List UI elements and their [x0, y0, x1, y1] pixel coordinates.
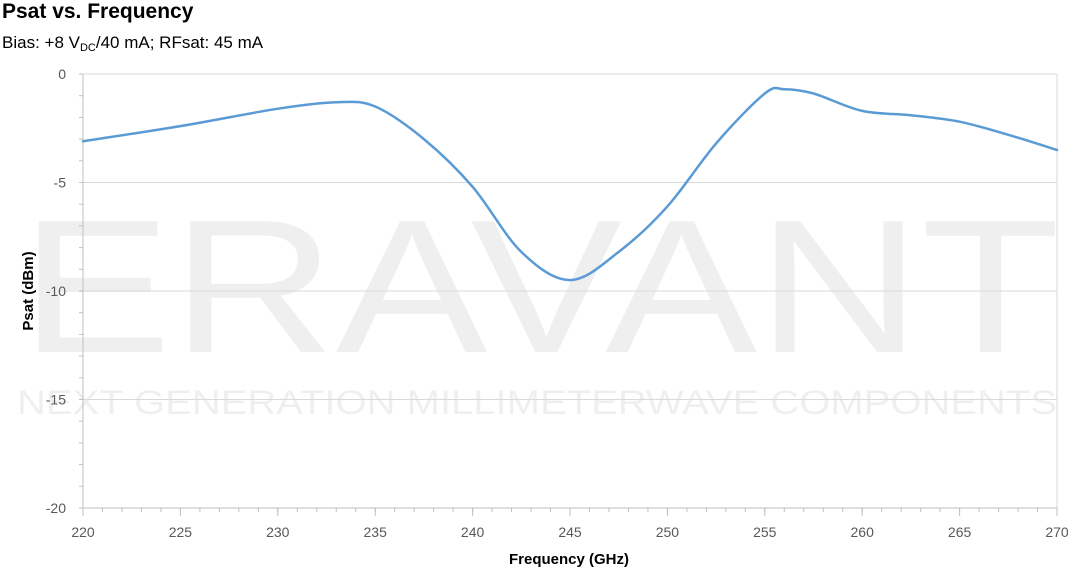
subtitle-prefix: Bias: +8 V — [2, 33, 80, 52]
chart-subtitle: Bias: +8 VDC/40 mA; RFsat: 45 mA — [2, 33, 263, 54]
series-group — [81, 86, 1059, 282]
x-axis-title: Frequency (GHz) — [509, 551, 629, 568]
x-tick-label: 240 — [461, 524, 485, 540]
y-axis-title: Psat (dBm) — [20, 251, 37, 330]
x-tick-label: 230 — [266, 524, 290, 540]
x-tick-label: 235 — [364, 524, 388, 540]
watermark-tagline: NEXT GENERATION MILLIMETERWAVE COMPONENT… — [17, 384, 1057, 422]
series-line-psat — [81, 86, 1059, 282]
x-tick-label: 255 — [753, 524, 777, 540]
x-tick-label: 260 — [851, 524, 875, 540]
chart-title: Psat vs. Frequency — [2, 0, 194, 23]
y-tick-label: -15 — [46, 392, 66, 408]
x-tick-label: 250 — [656, 524, 680, 540]
y-tick-labels: 0 -5 -10 -15 -20 — [46, 66, 66, 516]
y-tick-label: -5 — [54, 175, 67, 191]
x-tick-labels: 220 225 230 235 240 245 250 255 260 265 270 — [71, 524, 1069, 540]
x-tick-label: 245 — [558, 524, 582, 540]
y-tick-label: -10 — [46, 283, 66, 299]
x-tick-label: 220 — [71, 524, 95, 540]
axes — [79, 73, 1058, 516]
subtitle-suffix: /40 mA; RFsat: 45 mA — [95, 33, 264, 52]
gridlines — [83, 73, 1058, 508]
x-tick-label: 225 — [169, 524, 193, 540]
subtitle-subscript: DC — [79, 42, 96, 54]
y-tick-label: -20 — [46, 500, 66, 516]
watermark: ERAVANT NEXT GENERATION MILLIMETERWAVE C… — [17, 181, 1060, 422]
x-tick-label: 265 — [948, 524, 972, 540]
y-tick-label: 0 — [58, 66, 66, 82]
x-tick-label: 270 — [1045, 524, 1069, 540]
watermark-brand: ERAVANT — [20, 181, 1060, 393]
